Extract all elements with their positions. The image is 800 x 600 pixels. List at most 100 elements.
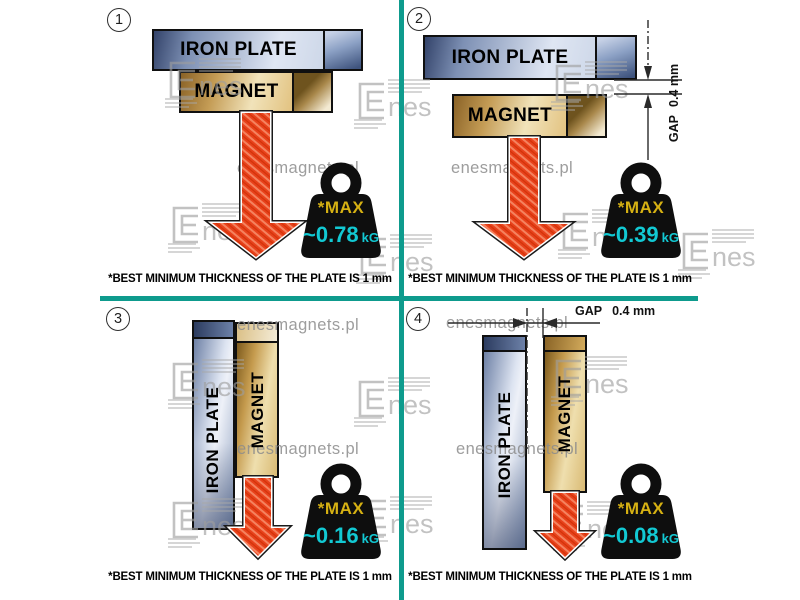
panel-1-note: *BEST MINIMUM THICKNESS OF THE PLATE IS … <box>100 273 400 285</box>
enes-logo-watermark: nes <box>676 226 760 285</box>
divider-horizontal <box>100 296 698 301</box>
panel-3-note-text: *BEST MINIMUM THICKNESS OF THE PLATE IS <box>108 571 360 583</box>
panel-1-note-bold: 1 mm <box>362 273 392 285</box>
panel-3-unit: kG <box>361 531 379 546</box>
enes-logo-text: nes <box>388 92 432 122</box>
panel-1-magnet: MAGNET <box>179 71 333 113</box>
panel-2-note-bold: 1 mm <box>662 273 692 285</box>
enes-logo-text: nes <box>202 372 246 402</box>
panel-2-magnet-face: MAGNET <box>454 96 566 136</box>
panel-1-max-value: ~0.78 kG <box>296 222 386 248</box>
panel-4-magnet-end <box>545 337 585 352</box>
panel-1-iron-plate-label: IRON PLATE <box>180 39 297 60</box>
panel-4-gap-dimension <box>448 308 600 450</box>
panel-3-note-bold: 1 mm <box>362 571 392 583</box>
gap-value: 0.4 mm <box>612 304 656 318</box>
panel-4-note-text: *BEST MINIMUM THICKNESS OF THE PLATE IS <box>408 571 660 583</box>
enes-logo-watermark: nes <box>166 356 250 415</box>
panel-3-number-badge: 3 <box>106 307 130 331</box>
panel-4-gap-label: GAP 0.4 mm <box>575 304 655 318</box>
panel-4-max-value: ~0.08 kG <box>596 523 686 549</box>
enes-logo-watermark: nes <box>354 493 438 552</box>
enes-logo-text: nes <box>390 509 434 539</box>
panel-1-magnet-end <box>292 73 331 111</box>
panel-2-max-label: *MAX <box>617 198 665 217</box>
site-watermark: enesmagnets.pl <box>237 316 360 334</box>
kettlebell-icon <box>301 162 381 258</box>
enes-logo-watermark: nes <box>163 55 247 114</box>
panel-1-force-arrow-icon <box>203 110 309 261</box>
panel-4-iron-plate <box>482 335 527 550</box>
panel-3-iron-plate-end <box>194 322 233 339</box>
panel-3-max-value: ~0.16 kG <box>296 523 386 549</box>
site-watermark: enesmagnets.pl <box>237 440 360 458</box>
panel-4-force-arrow-icon <box>532 490 598 562</box>
panel-3-weight-icon: *MAX ~0.16 kG <box>296 463 386 563</box>
enes-logo-text: nes <box>585 369 629 399</box>
gap-value: 0.4 mm <box>667 63 681 107</box>
panel-3-max-label: *MAX <box>317 499 365 518</box>
enes-logo-icon: nes <box>678 229 756 279</box>
panel-4-note: *BEST MINIMUM THICKNESS OF THE PLATE IS … <box>400 571 700 583</box>
enes-logo-watermark: nes <box>352 374 436 433</box>
enes-logo-text: nes <box>712 242 756 272</box>
enes-logo-icon: nes <box>551 61 629 111</box>
panel-2-weight-icon: *MAX ~0.39 kG <box>596 162 686 262</box>
panel-3-note: *BEST MINIMUM THICKNESS OF THE PLATE IS … <box>100 571 400 583</box>
panel-1-note-text: *BEST MINIMUM THICKNESS OF THE PLATE IS <box>108 273 360 285</box>
enes-logo-text: nes <box>390 247 434 277</box>
enes-logo-icon: nes <box>356 496 434 546</box>
enes-logo-watermark: nes <box>549 353 633 412</box>
panel-2-force-arrow-icon <box>471 135 577 261</box>
panel-2-number-badge: 2 <box>407 7 431 31</box>
panel-2-max-value: ~0.39 kG <box>596 222 686 248</box>
enes-logo-text: nes <box>585 74 629 104</box>
panel-3-iron-plate-face <box>194 339 233 528</box>
panel-2-iron-plate: IRON PLATE <box>423 35 637 80</box>
panel-3-magnet-label: MAGNET <box>248 371 267 449</box>
panel-3-magnet <box>235 322 279 478</box>
enes-logo-text: nes <box>388 390 432 420</box>
panel-2-iron-plate-end <box>595 37 635 78</box>
panel-1-number-badge: 1 <box>107 8 131 32</box>
panel-4-note-bold: 1 mm <box>662 571 692 583</box>
panel-4-number-badge: 4 <box>406 307 430 331</box>
enes-logo-icon: nes <box>354 79 432 129</box>
gap-word: GAP <box>575 304 603 318</box>
kettlebell-icon <box>601 162 681 258</box>
panel-1-magnet-face: MAGNET <box>181 73 292 111</box>
enes-logo-icon: nes <box>354 377 432 427</box>
panel-3-value: ~0.16 <box>302 523 359 548</box>
panel-4-weight-icon: *MAX ~0.08 kG <box>596 463 686 563</box>
panel-1-max-label: *MAX <box>317 198 365 217</box>
site-watermark: enesmagnets.pl <box>456 440 579 458</box>
panel-2-iron-plate-face: IRON PLATE <box>425 37 595 78</box>
panel-3-iron-plate <box>192 320 235 530</box>
panel-3-force-arrow-icon <box>222 475 294 561</box>
panel-4-unit: kG <box>661 531 679 546</box>
kettlebell-icon <box>301 463 381 559</box>
panel-2-gap-dimension <box>614 20 682 160</box>
enes-logo-icon: nes <box>165 58 243 108</box>
panel-2-iron-plate-label: IRON PLATE <box>451 46 569 68</box>
panel-4-iron-plate-end <box>484 337 525 352</box>
panel-2-note-text: *BEST MINIMUM THICKNESS OF THE PLATE IS <box>408 273 660 285</box>
gap-word: GAP <box>667 115 681 143</box>
kettlebell-icon <box>601 463 681 559</box>
enes-logo-icon: nes <box>168 359 246 409</box>
panel-4-max-label: *MAX <box>617 499 665 518</box>
panel-1-magnet-label: MAGNET <box>194 81 279 102</box>
panel-1-unit: kG <box>361 230 379 245</box>
panel-3-magnet-face <box>237 343 277 476</box>
panel-2-magnet: MAGNET <box>452 94 607 138</box>
enes-logo-text: nes <box>199 71 243 101</box>
panel-1-value: ~0.78 <box>302 222 359 247</box>
panel-2-gap-label: GAP 0.4 mm <box>666 43 682 163</box>
panel-4-value: ~0.08 <box>602 523 659 548</box>
panel-4-iron-plate-face <box>484 352 525 548</box>
enes-logo-icon: nes <box>551 356 629 406</box>
panel-2-unit: kG <box>661 230 679 245</box>
panel-2-note: *BEST MINIMUM THICKNESS OF THE PLATE IS … <box>400 273 700 285</box>
panel-1-weight-icon: *MAX ~0.78 kG <box>296 162 386 262</box>
